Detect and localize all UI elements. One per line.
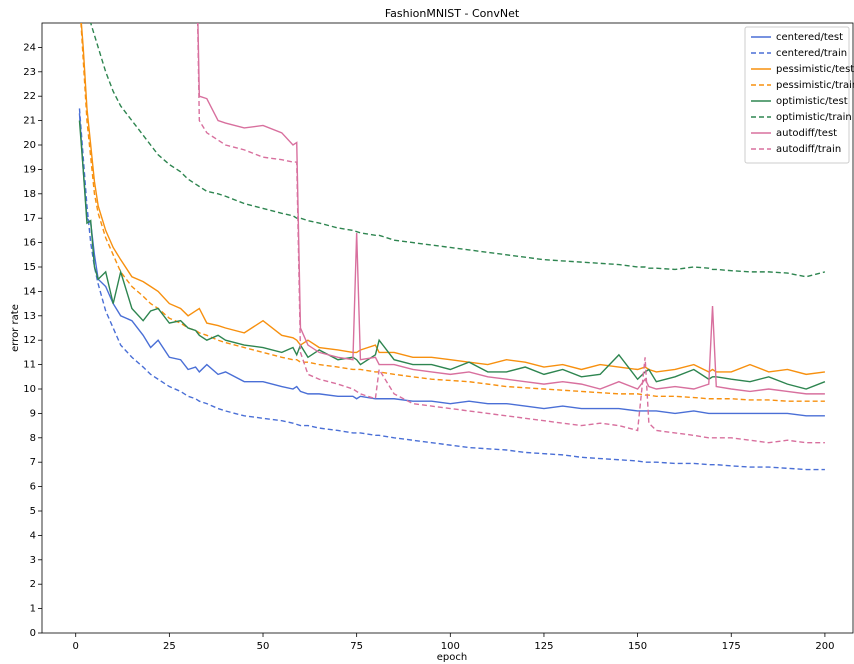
y-tick-label: 13 [23, 311, 36, 322]
y-axis-label: error rate [10, 304, 21, 352]
y-tick-label: 7 [30, 457, 36, 468]
legend-label: autodiff/test [776, 128, 837, 139]
y-tick-label: 17 [23, 213, 36, 224]
x-tick-label: 200 [815, 641, 834, 652]
plot-area [78, 23, 826, 471]
y-tick-label: 19 [23, 164, 36, 175]
y-tick-label: 3 [30, 555, 36, 566]
y-tick-label: 10 [23, 384, 36, 395]
y-tick-label: 23 [23, 67, 36, 78]
series-line [78, 113, 825, 417]
series-line [80, 23, 825, 402]
y-tick-label: 22 [23, 91, 36, 102]
y-tick-label: 0 [30, 628, 36, 639]
y-tick-label: 21 [23, 116, 36, 127]
series-line [80, 23, 826, 376]
series-line [78, 120, 826, 390]
plot-frame [41, 22, 854, 634]
y-tick-label: 4 [30, 530, 36, 541]
legend-label: pessimistic/train [776, 80, 854, 91]
y-tick-label: 1 [30, 604, 36, 615]
y-tick-label: 14 [23, 286, 36, 297]
x-axis-label: epoch [437, 652, 467, 663]
y-tick-label: 9 [30, 408, 36, 419]
legend-label: centered/train [776, 48, 847, 59]
x-tick-label: 50 [257, 641, 270, 652]
legend-label: optimistic/test [776, 96, 848, 107]
y-tick-label: 12 [23, 335, 36, 346]
chart-title: FashionMNIST - ConvNet [385, 7, 520, 20]
x-tick-label: 25 [163, 641, 176, 652]
y-tick-label: 8 [30, 433, 36, 444]
x-tick-label: 75 [350, 641, 363, 652]
legend-label: optimistic/train [776, 112, 852, 123]
x-tick-label: 0 [73, 641, 79, 652]
legend-label: centered/test [776, 32, 843, 43]
x-tick-label: 175 [722, 641, 741, 652]
series-line [196, 23, 825, 444]
y-tick-label: 16 [23, 238, 36, 249]
series-line [78, 108, 825, 471]
y-tick-label: 11 [23, 360, 36, 371]
series-line [89, 23, 826, 278]
x-tick-label: 100 [441, 641, 460, 652]
y-tick-label: 5 [30, 506, 36, 517]
legend-label: pessimistic/test [776, 64, 854, 75]
y-tick-label: 24 [23, 42, 36, 53]
legend-label: autodiff/train [776, 144, 841, 155]
x-tick-label: 125 [534, 641, 553, 652]
y-tick-label: 15 [23, 262, 36, 273]
series-line [197, 23, 825, 395]
y-tick-label: 18 [23, 189, 36, 200]
y-tick-label: 6 [30, 482, 36, 493]
y-tick-label: 2 [30, 579, 36, 590]
x-tick-label: 150 [628, 641, 647, 652]
legend-box [744, 26, 850, 164]
y-tick-label: 20 [23, 140, 36, 151]
